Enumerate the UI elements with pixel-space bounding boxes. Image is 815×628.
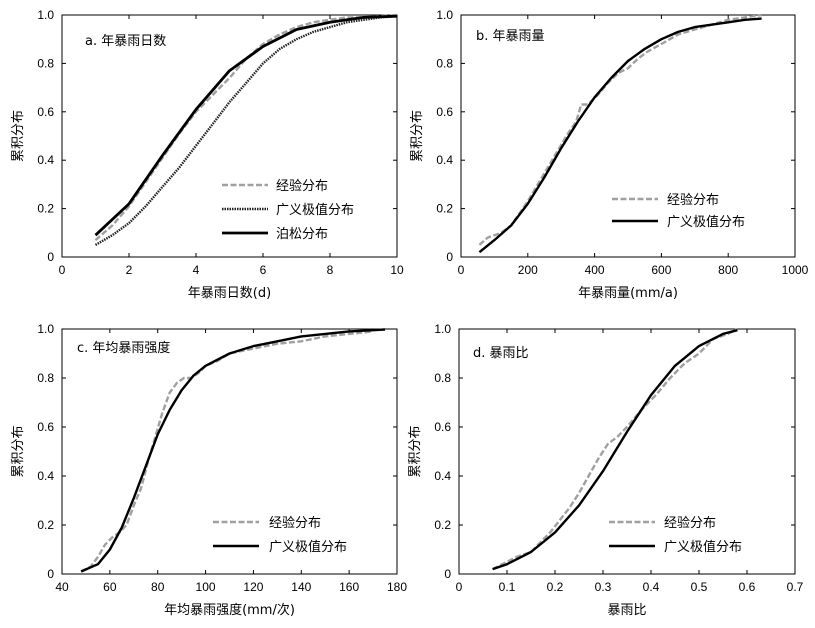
- series-line-empirical: [80, 330, 374, 573]
- legend-label: 经验分布: [276, 178, 328, 194]
- x-tick-label: 4: [193, 263, 200, 277]
- y-tick-label: 0.2: [434, 518, 451, 532]
- plot-frame: [460, 14, 796, 258]
- plot-frame: [61, 14, 398, 258]
- y-tick-label: 0.4: [434, 469, 451, 483]
- x-tick-label: 0: [59, 263, 66, 277]
- legend-label: 广义极值分布: [664, 539, 742, 555]
- y-tick-label: 0.8: [436, 56, 453, 70]
- y-tick-label: 0.6: [436, 105, 453, 119]
- y-tick-label: 0.2: [37, 518, 54, 532]
- x-tick-label: 0.4: [643, 580, 660, 594]
- y-tick-label: 1.0: [37, 322, 54, 336]
- x-tick-label: 2: [126, 263, 133, 277]
- y-tick-label: 0.2: [37, 202, 54, 216]
- y-tick-label: 0.4: [37, 469, 54, 483]
- x-tick-label: 8: [327, 263, 334, 277]
- x-axis-label: 年暴雨量(mm/a): [578, 286, 678, 301]
- x-tick-label: 0.5: [691, 580, 708, 594]
- panel-c: 40 60 80 100 120 140 160 180 0 0.2 0.4 0.6 0.8 1.0 年均暴…: [11, 322, 407, 618]
- x-axis-label: 年均暴雨强度(mm/次): [164, 602, 295, 618]
- x-tick-label: 0.7: [787, 580, 804, 594]
- x-tick-label: 160: [339, 580, 359, 594]
- legend-label: 泊松分布: [276, 227, 328, 242]
- y-tick-label: 0.6: [434, 420, 451, 434]
- x-tick-label: 120: [243, 580, 263, 594]
- x-tick-label: 400: [585, 263, 605, 277]
- y-tick-label: 0.2: [436, 202, 453, 216]
- series-line-empirical: [94, 13, 398, 242]
- y-tick-label: 1.0: [37, 8, 54, 22]
- y-tick-label: 0: [47, 567, 54, 581]
- x-tick-label: 180: [387, 580, 407, 594]
- y-tick-label: 0.6: [37, 420, 54, 434]
- legend-label: 经验分布: [664, 515, 716, 531]
- y-tick-label: 0.8: [37, 56, 54, 70]
- x-tick-label: 200: [518, 263, 538, 277]
- y-tick-label: 0.6: [37, 105, 54, 119]
- legend-label: 经验分布: [667, 192, 719, 208]
- x-tick-label: 800: [718, 263, 738, 277]
- x-tick-label: 100: [196, 580, 216, 594]
- series-line-gev: [478, 17, 762, 254]
- x-tick-label: 10: [390, 263, 404, 277]
- y-tick-label: 1.0: [434, 322, 451, 336]
- legend-label: 广义极值分布: [667, 214, 745, 230]
- series-line-gev: [492, 329, 738, 571]
- panel-title: c. 年均暴雨强度: [77, 340, 170, 356]
- legend-label: 经验分布: [269, 515, 321, 531]
- y-axis-label: 累积分布: [11, 110, 26, 162]
- y-tick-label: 0: [47, 250, 54, 264]
- y-tick-label: 0.8: [434, 371, 451, 385]
- y-tick-label: 0.8: [37, 371, 54, 385]
- y-tick-label: 0.4: [436, 153, 453, 167]
- plot-frame: [61, 328, 398, 575]
- x-tick-label: 140: [291, 580, 311, 594]
- series-line-poisson: [94, 14, 398, 237]
- x-tick-label: 0: [456, 580, 463, 594]
- y-tick-label: 1.0: [436, 8, 453, 22]
- x-tick-label: 80: [151, 580, 165, 594]
- x-tick-label: 0.6: [739, 580, 756, 594]
- y-tick-label: 0: [444, 567, 451, 581]
- x-tick-label: 600: [651, 263, 671, 277]
- panel-title: d. 暴雨比: [473, 346, 529, 361]
- y-tick-label: 0.4: [37, 153, 54, 167]
- panel-b: 0 200 400 600 800 1000 0 0.2 0.4 0.6 0.8 1.0 年暴雨量(mm…: [410, 8, 809, 301]
- legend-label: 广义极值分布: [269, 539, 347, 555]
- series-line-gev: [94, 15, 398, 246]
- y-axis-label: 累积分布: [408, 425, 423, 477]
- x-tick-label: 0.2: [547, 580, 564, 594]
- x-tick-label: 40: [55, 580, 69, 594]
- panel-a: 0 2 4 6 8 10 0 0.2 0.4 0.6 0.8 1.0 年暴雨日数(d) 累积分布 a. 年暴…: [11, 8, 404, 301]
- panel-title: a. 年暴雨日数: [85, 34, 166, 49]
- panel-title: b. 年暴雨量: [476, 29, 545, 44]
- legend-label: 广义极值分布: [276, 202, 354, 218]
- y-axis-label: 累积分布: [410, 110, 425, 162]
- x-tick-label: 6: [260, 263, 267, 277]
- x-axis-label: 年暴雨日数(d): [188, 286, 271, 301]
- panel-d: 0 0.1 0.2 0.3 0.4 0.5 0.6 0.7 0 0.2 0.4 0.6 0.8 1.0 暴雨…: [408, 322, 804, 618]
- x-tick-label: 0.1: [499, 580, 516, 594]
- y-axis-label: 累积分布: [11, 425, 26, 477]
- y-tick-label: 0: [446, 250, 453, 264]
- x-tick-label: 1000: [782, 263, 809, 277]
- series-line-gev: [80, 328, 386, 573]
- x-tick-label: 0: [458, 263, 465, 277]
- x-tick-label: 0.3: [595, 580, 612, 594]
- x-axis-label: 暴雨比: [607, 603, 646, 618]
- series-line-empirical: [492, 327, 738, 571]
- plot-frame: [458, 328, 796, 575]
- x-tick-label: 60: [103, 580, 117, 594]
